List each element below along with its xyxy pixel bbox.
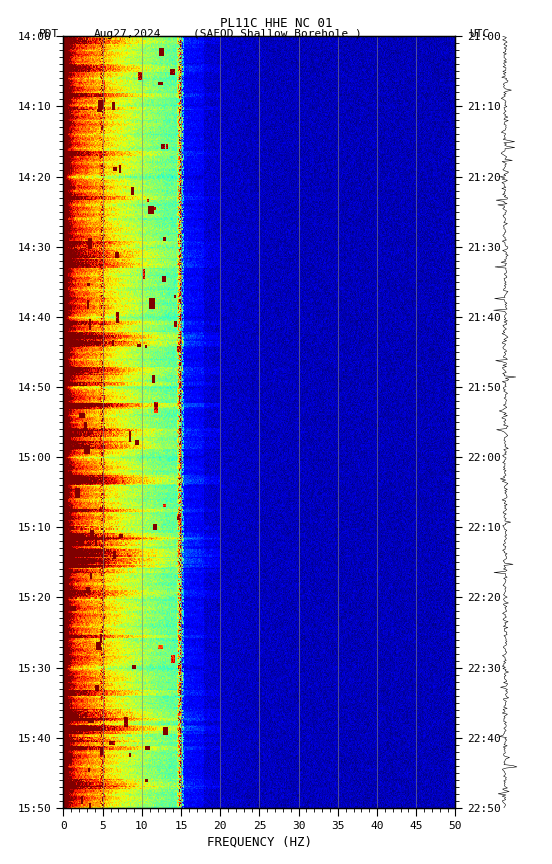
X-axis label: FREQUENCY (HZ): FREQUENCY (HZ): [207, 835, 312, 848]
Text: (SAFOD Shallow Borehole ): (SAFOD Shallow Borehole ): [193, 29, 362, 39]
Text: UTC: UTC: [469, 29, 490, 39]
Text: PDT: PDT: [39, 29, 59, 39]
Text: Aug27,2024: Aug27,2024: [94, 29, 161, 39]
Text: PL11C HHE NC 01: PL11C HHE NC 01: [220, 17, 332, 30]
